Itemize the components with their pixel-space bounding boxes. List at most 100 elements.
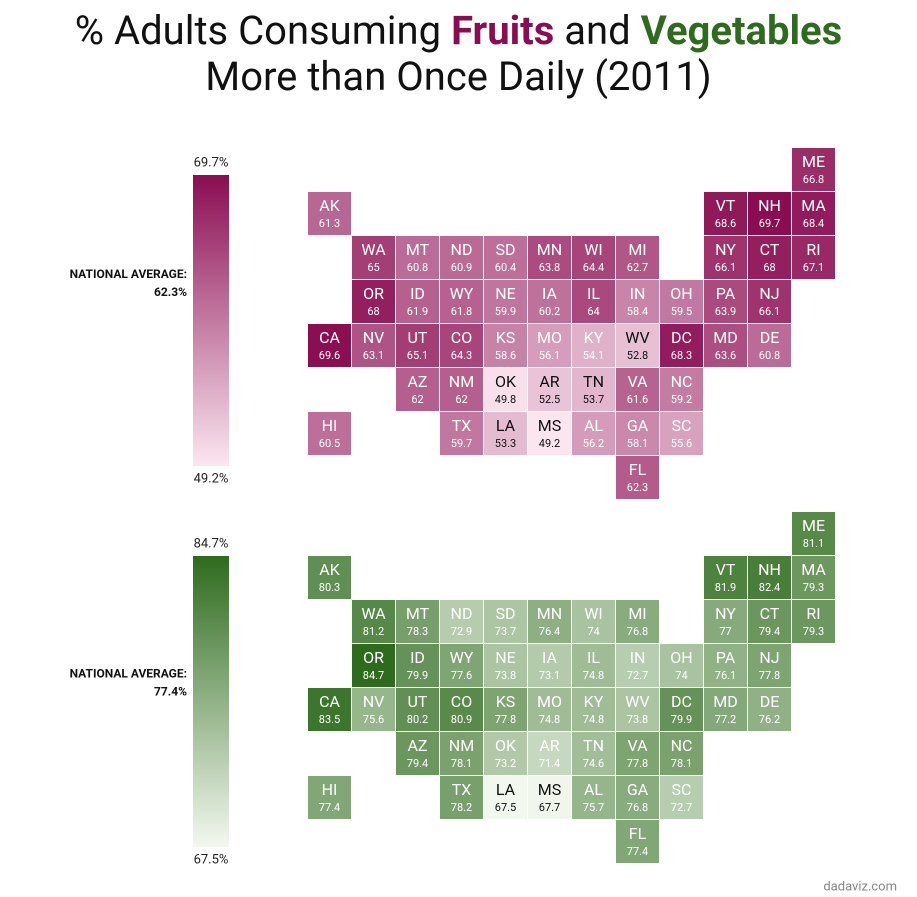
state-label: PA: [716, 648, 736, 667]
state-label: HI: [322, 780, 338, 799]
state-value: 60.5: [319, 437, 340, 450]
state-label: SD: [496, 604, 516, 623]
state-label: AK: [319, 196, 340, 215]
state-label: CT: [760, 604, 780, 623]
state-value: 84.7: [363, 669, 384, 682]
state-value: 59.7: [451, 437, 472, 450]
state-label: NE: [495, 284, 516, 303]
state-label: VT: [716, 560, 736, 579]
state-tile: [616, 732, 659, 775]
state-value: 64.3: [451, 349, 472, 362]
state-tile: [616, 412, 659, 455]
state-label: GA: [627, 416, 649, 435]
state-label: AZ: [407, 736, 427, 755]
legend-bar: [193, 556, 229, 847]
state-value: 79.4: [407, 757, 428, 770]
state-tile: [748, 600, 791, 643]
state-value: 66.8: [803, 173, 824, 186]
state-tile: [660, 280, 703, 323]
state-label: VA: [627, 372, 648, 391]
state-label: NC: [671, 372, 693, 391]
state-tile: [528, 280, 571, 323]
state-value: 68: [367, 305, 379, 318]
state-value: 68.3: [671, 349, 692, 362]
state-tile: [748, 556, 791, 599]
state-value: 68: [763, 261, 775, 274]
state-label: AZ: [407, 372, 427, 391]
state-label: HI: [322, 416, 338, 435]
state-label: CT: [760, 240, 780, 259]
average-value: 77.4%: [154, 685, 187, 699]
state-tile: [484, 324, 527, 367]
state-label: KS: [496, 692, 516, 711]
state-label: RI: [806, 240, 820, 259]
state-value: 59.2: [671, 393, 692, 406]
state-tile: [396, 324, 439, 367]
title-part: % Adults Consuming: [74, 7, 442, 54]
state-value: 79.9: [407, 669, 428, 682]
state-value: 81.2: [363, 625, 384, 638]
state-value: 59.5: [671, 305, 692, 318]
legend-tick-label: 49.2%: [194, 471, 229, 486]
state-value: 67.1: [803, 261, 824, 274]
state-tile: [660, 368, 703, 411]
state-tile: [396, 368, 439, 411]
state-label: AL: [584, 780, 603, 799]
state-value: 62: [411, 393, 423, 406]
state-label: AR: [539, 736, 559, 755]
state-label: WY: [450, 284, 474, 303]
state-value: 78.3: [407, 625, 428, 638]
state-tile: [748, 688, 791, 731]
title-part: More than Once Daily (2011): [205, 53, 712, 100]
state-value: 59.9: [495, 305, 516, 318]
state-label: TX: [452, 780, 472, 799]
state-tile: [352, 236, 395, 279]
state-label: ME: [802, 516, 825, 535]
state-label: IL: [587, 284, 600, 303]
state-tile: [308, 688, 351, 731]
state-value: 61.6: [627, 393, 648, 406]
state-tile: [352, 280, 395, 323]
state-tile: [440, 600, 483, 643]
state-label: LA: [496, 416, 516, 435]
state-value: 77.2: [715, 713, 736, 726]
state-label: CO: [451, 692, 472, 711]
state-value: 76.8: [627, 801, 648, 814]
state-value: 73.2: [495, 757, 516, 770]
state-tile: [660, 732, 703, 775]
state-value: 60.2: [539, 305, 560, 318]
state-value: 60.8: [407, 261, 428, 274]
state-value: 73.7: [495, 625, 516, 638]
state-value: 55.6: [671, 437, 692, 450]
state-value: 56.2: [583, 437, 604, 450]
state-label: FL: [629, 824, 647, 843]
state-value: 74: [675, 669, 687, 682]
state-value: 72.9: [451, 625, 472, 638]
state-value: 66.1: [715, 261, 736, 274]
state-value: 72.7: [671, 801, 692, 814]
state-value: 74.8: [539, 713, 560, 726]
state-value: 61.9: [407, 305, 428, 318]
state-value: 69.6: [319, 349, 340, 362]
state-value: 74: [587, 625, 599, 638]
state-label: WV: [625, 328, 649, 347]
state-label: WI: [584, 240, 603, 259]
state-value: 63.9: [715, 305, 736, 318]
state-label: MD: [713, 328, 737, 347]
state-value: 80.3: [319, 581, 340, 594]
state-tile: [440, 236, 483, 279]
state-label: RI: [806, 604, 820, 623]
state-label: CA: [319, 328, 340, 347]
state-value: 78.2: [451, 801, 472, 814]
source: dadaviz.com: [823, 879, 897, 894]
state-tile: [704, 280, 747, 323]
state-label: ME: [802, 152, 825, 171]
state-value: 74.6: [583, 757, 604, 770]
state-tile: [616, 236, 659, 279]
state-value: 75.7: [583, 801, 604, 814]
state-value: 56.1: [539, 349, 560, 362]
state-value: 82.4: [759, 581, 780, 594]
state-value: 71.4: [539, 757, 560, 770]
state-value: 77: [719, 625, 731, 638]
state-value: 81.1: [803, 537, 824, 550]
